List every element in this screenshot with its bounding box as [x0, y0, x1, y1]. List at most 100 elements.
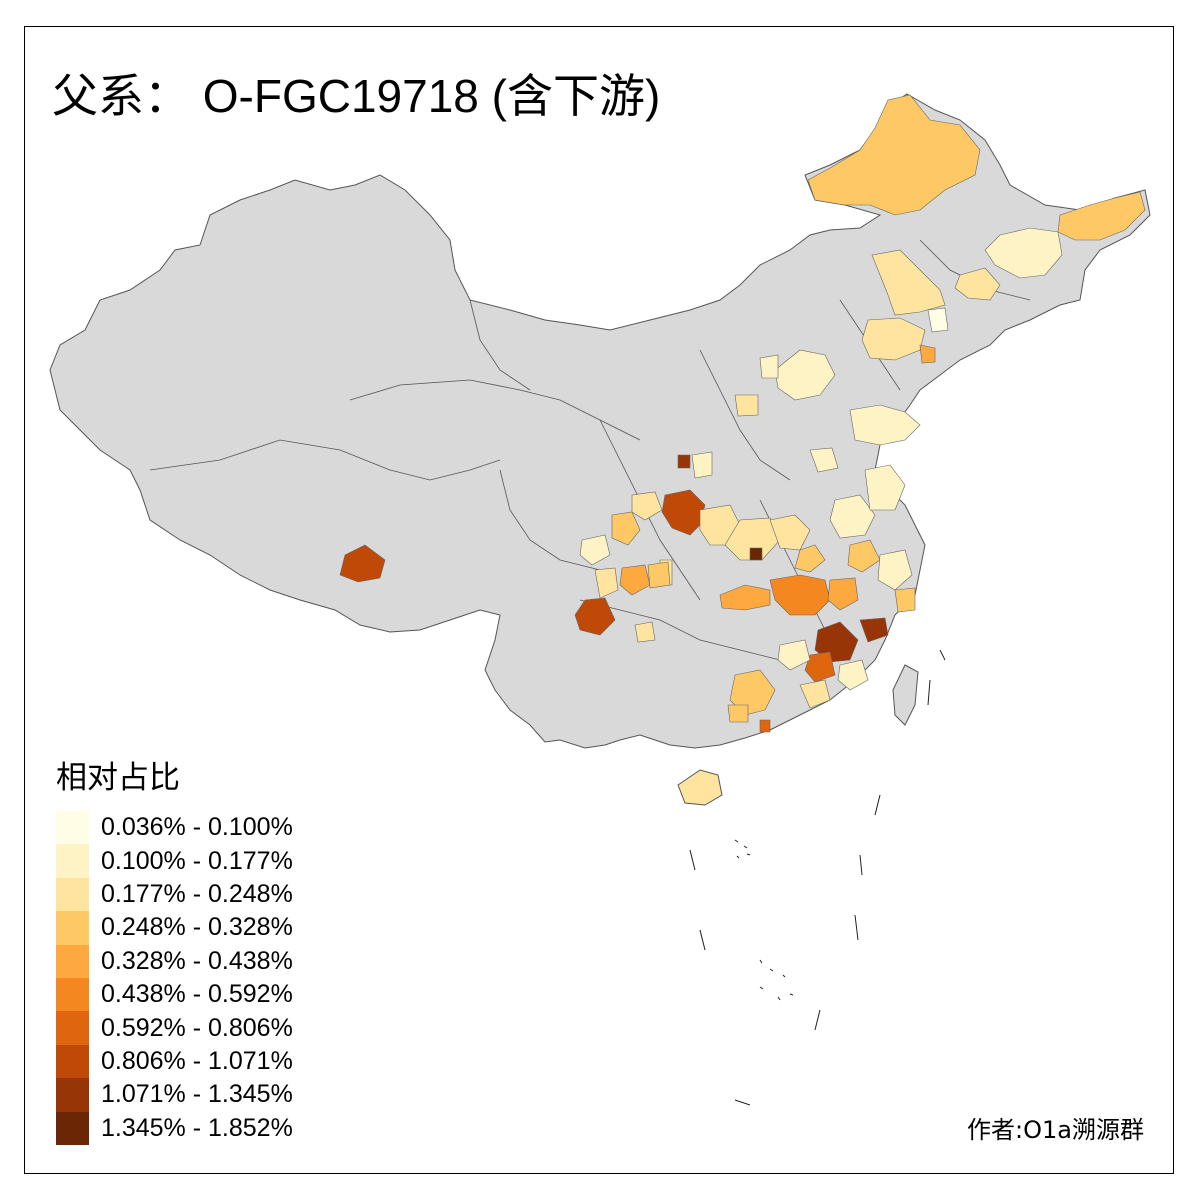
region-hubei-wuhan	[794, 544, 826, 573]
legend-item: 0.592% - 0.806%	[56, 1011, 293, 1045]
legend-item: 0.036% - 0.100%	[56, 811, 293, 845]
legend-item: 0.806% - 1.071%	[56, 1044, 293, 1079]
legend-item: 0.177% - 0.248%	[56, 877, 293, 912]
region-hebei-north	[774, 349, 836, 401]
region-inner-mongolia-central	[871, 249, 946, 316]
nine-dash-segment	[699, 929, 706, 951]
legend-label: 0.100% - 0.177%	[101, 846, 293, 875]
region-fujian-coast	[837, 659, 869, 691]
legend-label: 1.071% - 1.345%	[101, 1080, 293, 1109]
region-jiangxi-south	[804, 651, 836, 683]
legend-swatch	[56, 911, 89, 945]
region-gansu-south	[631, 491, 663, 521]
region-hulunbuir	[807, 94, 981, 216]
region-fujian	[859, 617, 889, 643]
region-tibet-lhasa	[339, 544, 386, 583]
mainland-region	[49, 93, 1151, 749]
region-hanzhong	[661, 489, 706, 536]
hainan-island	[677, 769, 723, 806]
region-shaanxi-south	[691, 451, 713, 479]
legend-swatch	[56, 944, 89, 978]
region-zhejiang-south	[894, 587, 916, 613]
nine-dash-segment	[814, 1009, 821, 1031]
region-shaanxi-north	[677, 454, 691, 469]
border-line	[579, 599, 781, 661]
region-hubei-xiaogan	[749, 547, 763, 561]
region-heilongjiang-east	[1057, 191, 1146, 241]
region-shanxi	[734, 394, 759, 417]
nine-dash-segment	[939, 649, 946, 661]
nine-dash-segment	[854, 914, 859, 941]
region-jilin	[954, 267, 1001, 301]
legend-label: 1.345% - 1.852%	[101, 1113, 293, 1142]
region-hebei-north-2	[759, 354, 779, 379]
legend-label: 0.592% - 0.806%	[101, 1013, 293, 1042]
region-hubei-east	[769, 514, 811, 551]
legend-item: 1.345% - 1.852%	[56, 1111, 293, 1145]
region-anhui	[829, 494, 876, 539]
region-jiangsu	[864, 464, 906, 511]
south-china-sea-islands	[689, 649, 946, 1106]
legend-item: 0.100% - 0.177%	[56, 844, 293, 878]
region-zhejiang	[877, 549, 913, 591]
region-sichuan-south	[594, 567, 619, 599]
border-line	[499, 469, 601, 571]
colored-regions	[339, 94, 1146, 733]
legend-item: 1.071% - 1.345%	[56, 1078, 293, 1112]
legend-swatch	[56, 1111, 89, 1145]
nine-dash-segment	[874, 794, 881, 816]
legend-swatch	[56, 977, 89, 1012]
region-guangxi	[729, 669, 776, 716]
legend-label: 0.806% - 1.071%	[101, 1046, 293, 1075]
taiwan-island	[892, 664, 919, 726]
region-guangdong-west	[759, 719, 771, 733]
border-line	[699, 349, 791, 481]
region-heilongjiang-mid	[984, 227, 1063, 279]
china-landmass	[49, 93, 1151, 806]
region-sichuan-east	[647, 561, 671, 589]
author-credit: 作者:O1a溯源群	[967, 1116, 1144, 1144]
legend-item: 0.328% - 0.438%	[56, 944, 293, 978]
region-jiangxi-center	[814, 621, 859, 663]
region-yunnan-east	[634, 621, 656, 643]
region-hunan-north	[769, 574, 831, 616]
legend-swatch	[56, 877, 89, 912]
border-line	[599, 419, 701, 601]
border-line	[469, 299, 531, 391]
map-title: 父系： O-FGC19718 (含下游)	[52, 70, 661, 122]
region-sichuan-center	[619, 564, 651, 596]
nine-dash-segment	[927, 679, 931, 706]
region-sichuan-north	[611, 511, 641, 546]
legend-swatch	[56, 1044, 89, 1079]
region-sichuan-west	[579, 534, 611, 566]
nine-dash-segment	[734, 1099, 751, 1106]
region-guangdong-center	[799, 679, 831, 709]
region-guangdong-north	[777, 639, 811, 671]
region-liaoning	[861, 317, 926, 361]
region-jiangxi-north	[827, 577, 859, 611]
region-dalian	[927, 307, 949, 333]
region-liangshan	[574, 597, 616, 636]
region-shandong	[849, 404, 921, 446]
region-henan-north	[809, 447, 839, 473]
legend-label: 0.248% - 0.328%	[101, 913, 293, 942]
legend-rows: 0.036% - 0.100% 0.100% - 0.177% 0.177% - 0…	[56, 811, 293, 1145]
border-line	[149, 439, 501, 481]
legend-label: 0.177% - 0.248%	[101, 879, 293, 908]
region-liaoning-east	[919, 344, 936, 364]
legend-item: 0.248% - 0.328%	[56, 911, 293, 945]
nine-dash-segment	[859, 854, 863, 876]
legend: 相对占比 0.036% - 0.100% 0.100% - 0.177% 0.177…	[56, 752, 293, 1145]
legend-swatch	[56, 811, 89, 845]
legend-label: 0.438% - 0.592%	[101, 980, 293, 1009]
legend-title: 相对占比	[56, 760, 180, 796]
legend-swatch	[56, 1011, 89, 1045]
region-anhui-south	[847, 539, 881, 573]
region-hunan-west	[719, 584, 771, 611]
nine-dash-segment	[689, 849, 696, 871]
legend-swatch	[56, 844, 89, 878]
legend-label: 0.328% - 0.438%	[101, 946, 293, 975]
island-cluster	[759, 959, 794, 1001]
island-cluster	[734, 839, 751, 859]
